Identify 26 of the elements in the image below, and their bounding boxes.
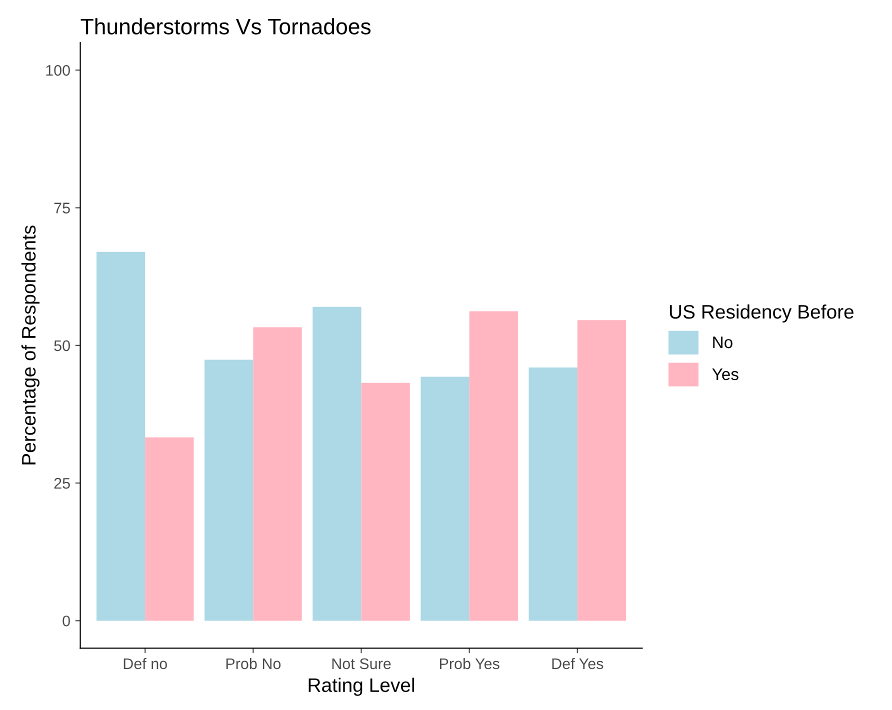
legend-label: No xyxy=(713,336,732,348)
chart-title: Thunderstorms Vs Tornadoes xyxy=(80,18,371,34)
legend-title: US Residency Before xyxy=(670,304,854,323)
bar xyxy=(96,252,146,621)
y-tick-label: 50 xyxy=(54,340,70,352)
legend-label: Yes xyxy=(712,368,738,380)
bar xyxy=(145,437,194,621)
y-tick-label: 25 xyxy=(54,478,70,489)
bar xyxy=(577,320,626,621)
x-axis-title: Rating Level xyxy=(308,678,414,696)
bar xyxy=(253,327,302,621)
y-tick-label: 75 xyxy=(54,202,70,214)
x-tick-label: Prob Yes xyxy=(440,658,500,670)
bar xyxy=(312,306,362,621)
bar xyxy=(469,311,518,621)
x-tick-label: Not Sure xyxy=(332,658,391,670)
x-tick-label: Def Yes xyxy=(552,658,604,670)
bar xyxy=(361,382,410,621)
x-tick-label: Def no xyxy=(124,658,167,670)
y-tick-label: 100 xyxy=(46,64,70,76)
y-tick-label: 0 xyxy=(62,616,70,626)
bar xyxy=(204,360,254,621)
bar xyxy=(528,367,578,621)
y-axis-title: Percentage of Respondents xyxy=(21,226,40,464)
x-tick-label: Prob No xyxy=(226,658,281,670)
bar xyxy=(420,376,470,621)
